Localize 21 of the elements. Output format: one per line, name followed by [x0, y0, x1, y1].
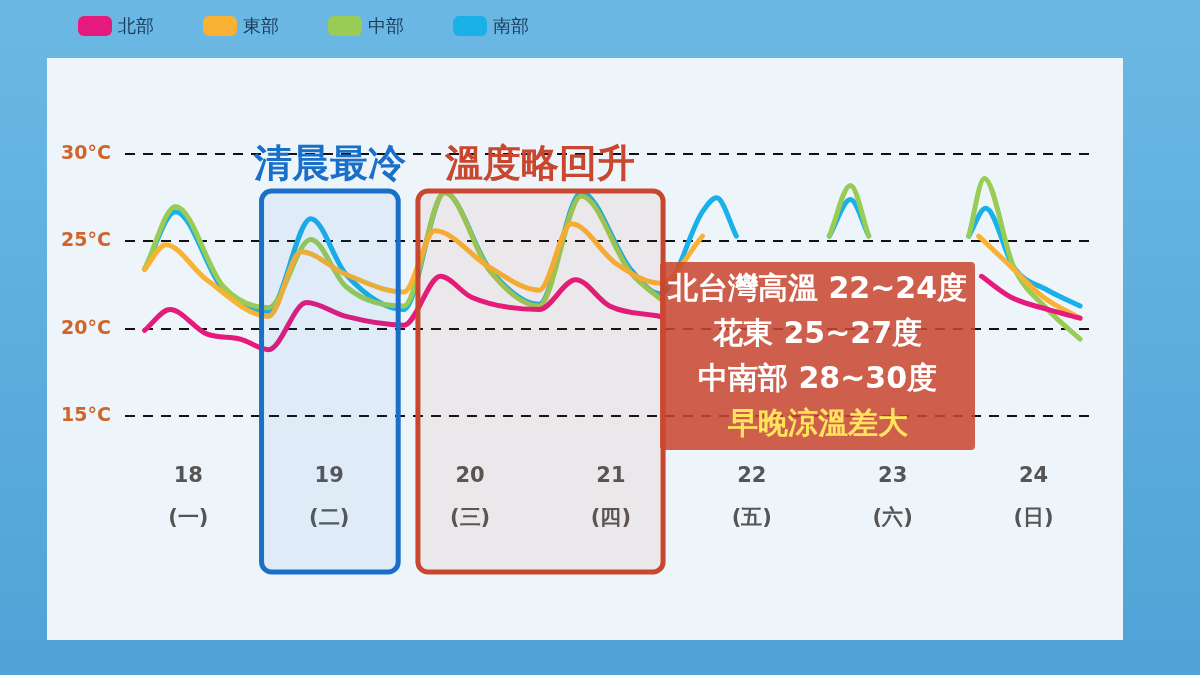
y-tick-label: 30°C [60, 140, 111, 163]
band-label: 溫度略回升 [444, 140, 636, 185]
x-tick-label: 23 (六) [872, 463, 913, 530]
y-tick-label: 20°C [60, 315, 111, 338]
band-label: 清晨最冷 [252, 140, 407, 185]
x-tick-label: 24 (日) [1013, 463, 1054, 530]
legend-label: 東部 [243, 14, 279, 38]
annotation: 早晚涼溫差大 [727, 404, 908, 442]
annotation: 中南部 28~30度 [697, 359, 938, 397]
annotation: 花東 25~27度 [712, 314, 923, 352]
legend-label: 中部 [368, 14, 404, 38]
x-tick-label: 21 (四) [590, 463, 632, 530]
x-tick-label: 19 (二) [309, 463, 350, 530]
x-tick-label: 22 (五) [731, 463, 772, 530]
x-tick-label: 20 (三) [449, 463, 491, 530]
legend-label: 南部 [493, 14, 529, 38]
annotation: 北台灣高溫 22~24度 [667, 269, 968, 307]
y-tick-label: 25°C [60, 228, 111, 251]
x-tick-label: 18 (一) [168, 463, 209, 530]
y-tick-label: 15°C [60, 402, 111, 425]
legend-label: 北部 [118, 14, 154, 38]
